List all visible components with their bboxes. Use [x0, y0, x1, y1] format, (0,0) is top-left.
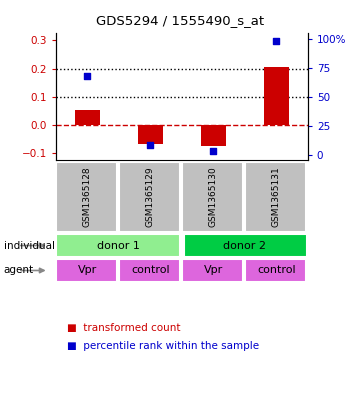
Bar: [264, 67, 289, 125]
Text: donor 1: donor 1: [97, 241, 140, 250]
FancyBboxPatch shape: [57, 162, 117, 232]
Text: agent: agent: [4, 266, 34, 275]
FancyBboxPatch shape: [183, 162, 243, 232]
Point: [274, 39, 279, 45]
FancyBboxPatch shape: [57, 259, 117, 282]
Bar: [75, 110, 100, 125]
FancyBboxPatch shape: [120, 259, 180, 282]
Text: GSM1365131: GSM1365131: [272, 166, 281, 227]
FancyBboxPatch shape: [184, 234, 307, 257]
Text: GDS5294 / 1555490_s_at: GDS5294 / 1555490_s_at: [96, 14, 264, 27]
Text: individual: individual: [4, 241, 55, 250]
FancyBboxPatch shape: [120, 162, 180, 232]
Text: control: control: [131, 266, 170, 275]
Bar: [201, 125, 226, 146]
FancyBboxPatch shape: [183, 259, 243, 282]
Point: [210, 148, 216, 154]
Text: control: control: [257, 266, 296, 275]
Point: [84, 73, 90, 79]
Text: donor 2: donor 2: [223, 241, 266, 250]
FancyBboxPatch shape: [246, 259, 306, 282]
FancyBboxPatch shape: [57, 234, 180, 257]
FancyBboxPatch shape: [246, 162, 306, 232]
Text: ■  transformed count: ■ transformed count: [67, 323, 180, 333]
Text: GSM1365129: GSM1365129: [146, 167, 155, 227]
Text: GSM1365128: GSM1365128: [83, 167, 92, 227]
Text: GSM1365130: GSM1365130: [209, 166, 218, 227]
Point: [148, 142, 153, 149]
Text: Vpr: Vpr: [78, 266, 97, 275]
Text: Vpr: Vpr: [204, 266, 223, 275]
Text: ■  percentile rank within the sample: ■ percentile rank within the sample: [67, 341, 259, 351]
Bar: [138, 125, 163, 143]
